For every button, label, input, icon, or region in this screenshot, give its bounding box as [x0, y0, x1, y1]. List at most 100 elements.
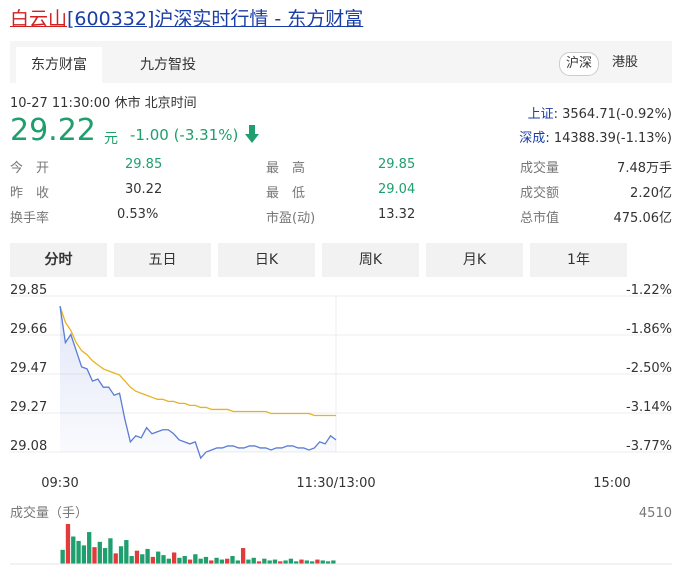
price-line: [59, 306, 337, 460]
tab-weekly-k[interactable]: 周K: [322, 243, 419, 277]
volume-bar: [187, 559, 193, 564]
volume-bar: [299, 559, 304, 564]
volume-bar: [315, 559, 320, 564]
volume-bar: [193, 554, 198, 564]
average-price-line: [59, 305, 336, 417]
volume-bar: [256, 561, 262, 564]
volume-bar: [240, 548, 246, 564]
intraday-chart: 29.85 29.66 29.47 29.27 29.08 -1.22% -1.86% -2…: [10, 283, 672, 565]
y-tick-label: -1.86%: [626, 322, 672, 337]
market-pill-hk[interactable]: 港股: [612, 55, 639, 70]
stat-value: 29.85: [378, 157, 416, 172]
y-tick-label: -3.77%: [626, 439, 672, 454]
y-tick-label: -1.22%: [626, 283, 672, 298]
volume-bar: [309, 561, 315, 564]
page-title-link[interactable]: [600332]沪深实时行情 - 东方财富: [67, 8, 364, 30]
index-value: : 3564.71(-0.92%): [553, 107, 672, 122]
y-tick-label: 29.85: [10, 283, 47, 298]
y-tick-label: 29.47: [10, 361, 47, 376]
market-pill-hs[interactable]: 沪深: [559, 52, 600, 76]
volume-bar: [331, 560, 336, 564]
volume-bar: [129, 556, 134, 564]
volume-bar: [156, 551, 161, 564]
volume-bar: [219, 559, 225, 564]
price-unit: 元: [104, 131, 118, 147]
y-tick-label: 29.27: [10, 400, 47, 415]
y-axis-right: -1.22% -1.86% -2.50% -3.14% -3.77%: [626, 283, 672, 454]
stat-label: 总市值: [520, 211, 560, 226]
volume-bar: [87, 532, 92, 564]
stock-name-link[interactable]: 白云山: [10, 8, 68, 30]
price-change: -1.00 (-3.31%): [130, 126, 239, 144]
volume-bar: [97, 541, 102, 564]
stat-value: 2.20亿: [630, 186, 672, 201]
stat-value: 13.32: [378, 207, 416, 222]
volume-bar: [203, 556, 209, 564]
stat-value: 30.22: [125, 182, 163, 197]
volume-bar: [230, 556, 235, 564]
x-tick-label: 09:30: [41, 476, 78, 491]
volume-bar: [150, 556, 156, 564]
stat-label: 成交量: [520, 161, 560, 176]
page-title: 白云山[600332]沪深实时行情 - 东方财富: [10, 4, 363, 31]
volume-bar: [113, 553, 118, 564]
volume-bar: [76, 540, 81, 564]
volume-bar: [288, 558, 294, 564]
volume-bar: [267, 560, 272, 564]
x-axis: 09:30 11:30/13:00 15:00: [41, 476, 630, 491]
volume-bar: [294, 561, 299, 564]
index-shenzhen[interactable]: 深成: 14388.39(-1.13%): [519, 127, 672, 146]
index-shanghai[interactable]: 上证: 3564.71(-0.92%): [528, 103, 672, 122]
timezone-label: 北京时间: [144, 96, 197, 111]
volume-bar: [262, 558, 267, 564]
tab-monthly-k[interactable]: 月K: [426, 243, 523, 277]
volume-bar: [171, 552, 177, 564]
stat-label: 市盈(动): [266, 211, 316, 226]
stat-label: 今 开: [10, 161, 50, 176]
y-tick-label: -3.14%: [626, 400, 672, 415]
tab-intraday[interactable]: 分时: [10, 243, 107, 277]
volume-label: 成交量（手）: [10, 505, 88, 521]
x-tick-label: 15:00: [593, 476, 630, 491]
volume-bar: [118, 546, 124, 564]
quote-time: 10-27 11:30:00: [10, 96, 111, 111]
volume-bar: [225, 558, 230, 564]
volume-bar: [251, 557, 256, 564]
volume-max-label: 4510: [639, 506, 672, 521]
market-status: 休市: [114, 96, 141, 111]
tab-five-day[interactable]: 五日: [114, 243, 211, 277]
volume-bar: [182, 556, 187, 564]
volume-bar: [198, 558, 203, 564]
volume-bar: [214, 557, 219, 564]
volume-bar: [278, 561, 283, 564]
volume-bar: [166, 558, 171, 564]
y-tick-label: -2.50%: [626, 361, 672, 376]
index-value: : 14388.39(-1.13%): [545, 131, 672, 146]
tab-daily-k[interactable]: 日K: [218, 243, 315, 277]
stat-label: 昨 收: [10, 186, 50, 201]
stat-label: 换手率: [10, 211, 50, 226]
stat-value: 29.04: [378, 182, 416, 197]
volume-bar: [272, 559, 278, 564]
volume-bar: [81, 545, 87, 564]
volume-bar: [140, 554, 145, 564]
volume-bar: [71, 536, 76, 564]
volume-bar: [102, 548, 108, 564]
x-tick-label: 11:30/13:00: [296, 476, 375, 491]
volume-bar: [60, 549, 65, 564]
volume-bar: [209, 560, 214, 564]
volume-bars: [60, 524, 336, 564]
volume-bar: [65, 524, 71, 564]
stat-value: 7.48万手: [617, 161, 672, 176]
tab-eastmoney[interactable]: 东方财富: [16, 47, 102, 83]
stat-label: 最 高: [266, 161, 306, 176]
quote-meta: 10-27 11:30:00 休市 北京时间: [10, 92, 197, 111]
tab-one-year[interactable]: 1年: [530, 243, 627, 277]
volume-bar: [134, 550, 140, 564]
stat-value: 475.06亿: [613, 211, 673, 226]
tab-jiufang[interactable]: 九方智投: [140, 57, 196, 73]
volume-bar: [304, 560, 309, 564]
volume-bar: [283, 560, 288, 564]
volume-bar: [177, 557, 182, 564]
y-axis-left: 29.85 29.66 29.47 29.27 29.08: [10, 283, 47, 454]
